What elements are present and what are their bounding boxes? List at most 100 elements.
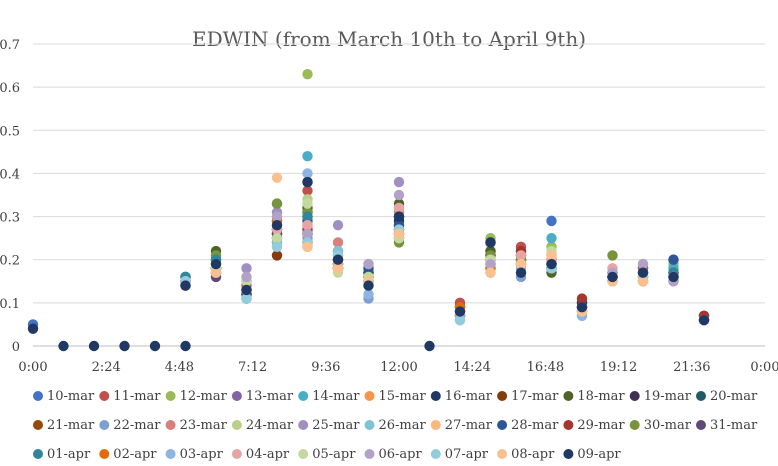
data-point [576,293,588,304]
y-tick-label: 0.3 [0,211,20,226]
legend-marker [165,420,176,430]
legend-marker [364,449,375,459]
data-point [485,237,496,248]
legend-entry: 21-mar [33,418,95,433]
data-point [424,340,435,352]
data-point [302,228,313,240]
legend-entry: 19-mar [629,389,692,404]
data-point [515,267,527,278]
legend-marker [629,391,640,401]
data-point [302,211,313,222]
legend-entry: 04-apr [231,447,290,462]
x-tick-label: 21:36 [673,360,710,375]
legend-marker [231,420,242,430]
legend-marker [696,391,706,401]
legend-label: 17-mar [511,389,559,404]
legend-entry: 18-mar [563,389,625,404]
legend-entry: 08-apr [497,447,555,462]
legend-marker [33,420,43,430]
data-point [393,211,405,222]
data-point [668,271,679,283]
data-point [607,250,618,261]
legend-marker [497,420,508,430]
legend-label: 09-apr [577,447,621,462]
legend-entry: 16-mar [430,389,493,404]
legend-marker [165,391,176,401]
legend-label: 16-mar [445,389,493,404]
data-point [180,340,191,352]
legend-label: 22-mar [113,418,161,433]
data-point [332,237,344,248]
x-tick-label: 0:00 [18,360,47,375]
legend-marker [563,449,574,459]
legend-label: 08-apr [511,447,555,462]
data-point [454,306,466,317]
legend-label: 24-mar [246,418,294,433]
data-point [58,340,69,352]
data-point [332,220,344,231]
data-point [637,267,649,278]
legend-entry: 02-apr [99,447,157,462]
legend-marker [231,391,242,401]
data-point [302,176,313,188]
data-point [637,276,649,287]
x-tick-label: 9:36 [311,360,340,375]
legend-marker [364,420,375,430]
legend-entry: 29-mar [563,418,625,433]
legend-label: 14-mar [312,389,360,404]
data-point [241,263,252,274]
data-point [332,254,344,265]
legend-label: 28-mar [511,418,559,433]
legend-label: 18-mar [577,389,625,404]
data-point [302,150,313,162]
data-point [546,232,557,244]
legend-label: 15-mar [379,389,427,404]
legend-entry: 26-mar [364,418,427,433]
legend-marker [298,391,309,401]
legend-label: 27-mar [445,418,493,433]
x-tick-label: 14:24 [453,360,490,375]
data-point [698,314,710,326]
legend-marker [99,391,110,401]
data-point [607,271,618,283]
data-point [210,267,222,278]
data-point [332,263,344,274]
legend-marker [430,420,441,430]
legend-entry: 03-apr [165,447,224,462]
legend-marker [497,449,508,459]
data-point [302,198,313,209]
data-point [119,340,130,352]
data-point [393,189,405,201]
x-tick-label: 16:48 [527,360,564,375]
data-point [88,340,100,352]
legend-label: 20-mar [710,389,758,404]
data-point [515,258,527,270]
legend-label: 04-apr [246,447,290,462]
x-tick-label: 4:48 [165,360,194,375]
data-point [363,280,374,291]
data-point [271,220,283,231]
legend-marker [99,449,110,459]
data-point [180,280,191,291]
legend-entry: 23-mar [165,418,228,433]
legend-label: 11-mar [113,389,161,404]
legend-entry: 31-mar [696,418,758,433]
legend-entry: 09-apr [563,447,621,462]
legend-marker [33,391,43,401]
x-tick-label: 12:00 [380,360,417,375]
data-point [302,69,313,80]
data-point [27,323,39,334]
data-point [485,258,496,270]
legend-label: 07-apr [445,447,489,462]
legend-entry: 25-mar [298,418,360,433]
data-point [271,172,283,183]
legend-marker [497,391,508,401]
legend-label: 02-apr [113,447,157,462]
x-axis-ticks: 0:00 2:24 4:48 7:12 9:36 12:00 14:24 16:48 19:12… [18,360,778,375]
gridlines [33,43,765,347]
legend-marker [563,420,574,430]
data-point [454,314,466,326]
legend-label: 05-apr [312,447,356,462]
legend-label: 21-mar [47,418,95,433]
